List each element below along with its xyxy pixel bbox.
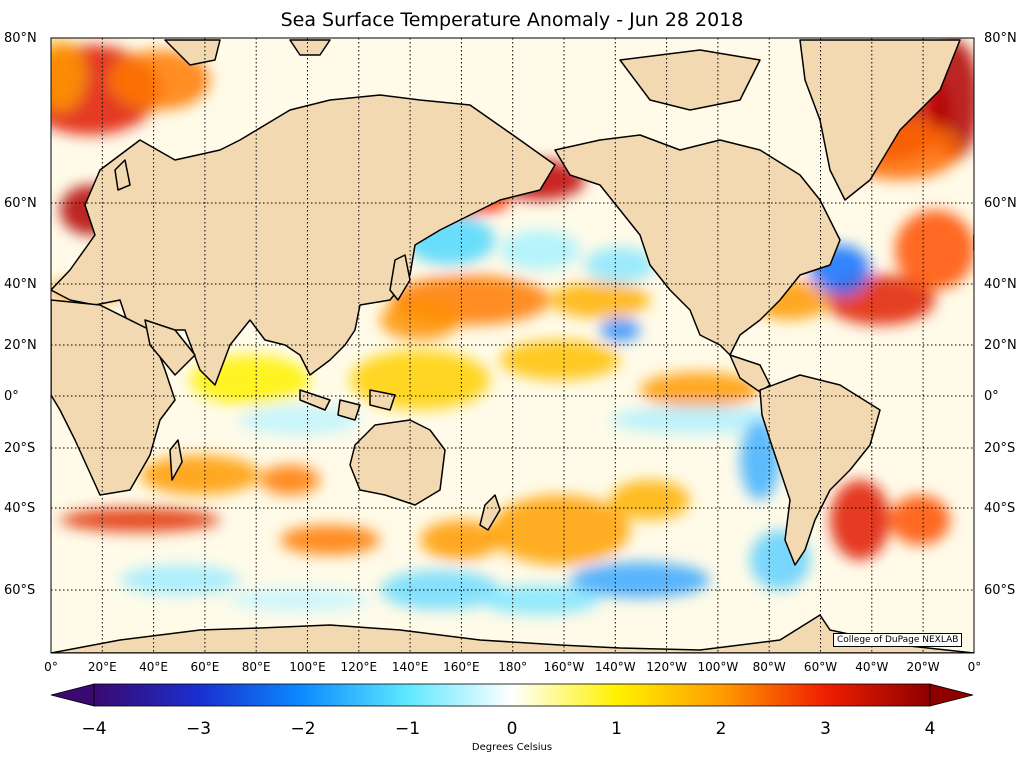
lon-label: 40°W — [855, 660, 889, 674]
colorbar-tick-label: −2 — [290, 719, 316, 739]
lat-label-right: 40°S — [984, 501, 1016, 516]
map-title: Sea Surface Temperature Anomaly - Jun 28… — [280, 9, 744, 31]
colorbar-tick-label: 4 — [924, 719, 936, 739]
graticule — [51, 38, 974, 653]
lat-label-left: 40°N — [4, 277, 37, 292]
colorbar-tick-label: −3 — [185, 719, 212, 739]
lat-label-left: 60°S — [4, 583, 36, 598]
lon-label: 80°E — [241, 660, 271, 674]
lon-label: 60°E — [190, 660, 220, 674]
colorbar-tick-label: 0 — [506, 719, 518, 739]
map-frame — [50, 37, 975, 654]
land-masses — [51, 39, 974, 653]
lon-label: 20°W — [906, 660, 940, 674]
lon-label: 160°W — [543, 660, 585, 674]
lon-label: 100°W — [697, 660, 739, 674]
lat-label-right: 0° — [984, 389, 999, 404]
lon-label: 40°E — [139, 660, 169, 674]
lon-label: 140°W — [594, 660, 636, 674]
lon-label: 0° — [967, 660, 982, 674]
colorbar-tick-label: 2 — [715, 719, 727, 739]
lon-label: 120°W — [646, 660, 687, 674]
lat-label-left: 20°S — [4, 441, 36, 456]
lon-label: 140°E — [391, 660, 429, 674]
land-polygon — [164, 39, 761, 111]
lon-label: 60°W — [803, 660, 838, 674]
lon-label: 0° — [44, 660, 58, 674]
colorbar-tick-label: 1 — [611, 719, 622, 739]
lat-label-right: 20°S — [984, 441, 1016, 456]
land-polygon — [299, 389, 396, 421]
lon-label: 80°W — [752, 660, 786, 674]
lat-label-left: 20°N — [4, 338, 37, 353]
lon-label: 160°E — [443, 660, 480, 674]
lat-label-left: 60°N — [4, 196, 37, 211]
land-polygon — [799, 39, 961, 201]
lon-label: 120°E — [340, 660, 378, 674]
land-polygon — [114, 159, 131, 191]
colorbar-over-arrow — [929, 683, 974, 707]
lat-label-right: 40°N — [984, 277, 1017, 292]
lat-label-left: 0° — [4, 389, 19, 404]
credit-label: College of DuPage NEXLAB — [833, 633, 963, 647]
land-polygon — [349, 419, 446, 506]
land-polygon — [169, 439, 183, 481]
colorbar-tick-label: −4 — [81, 719, 107, 739]
land-polygon — [479, 494, 501, 531]
colorbar-under-arrow — [50, 683, 95, 707]
land-polygon — [144, 319, 196, 376]
lat-label-right: 60°S — [984, 583, 1016, 598]
colorbar-tick-label: −1 — [394, 719, 421, 739]
sst-anomaly-map — [50, 37, 975, 654]
lat-label-left: 40°S — [4, 501, 36, 516]
lat-label-left: 80°N — [4, 31, 37, 46]
colorbar-gradient — [93, 683, 931, 707]
lat-label-right: 20°N — [984, 338, 1017, 353]
lat-label-right: 80°N — [984, 31, 1017, 46]
colorbar-tick-label: 3 — [820, 719, 831, 739]
lat-label-right: 60°N — [984, 196, 1017, 211]
lon-label: 180° — [498, 660, 528, 674]
lon-label: 100°E — [289, 660, 326, 674]
land-polygon — [389, 254, 411, 301]
colorbar-label: Degrees Celsius — [471, 742, 553, 753]
lon-label: 20°E — [87, 660, 117, 674]
